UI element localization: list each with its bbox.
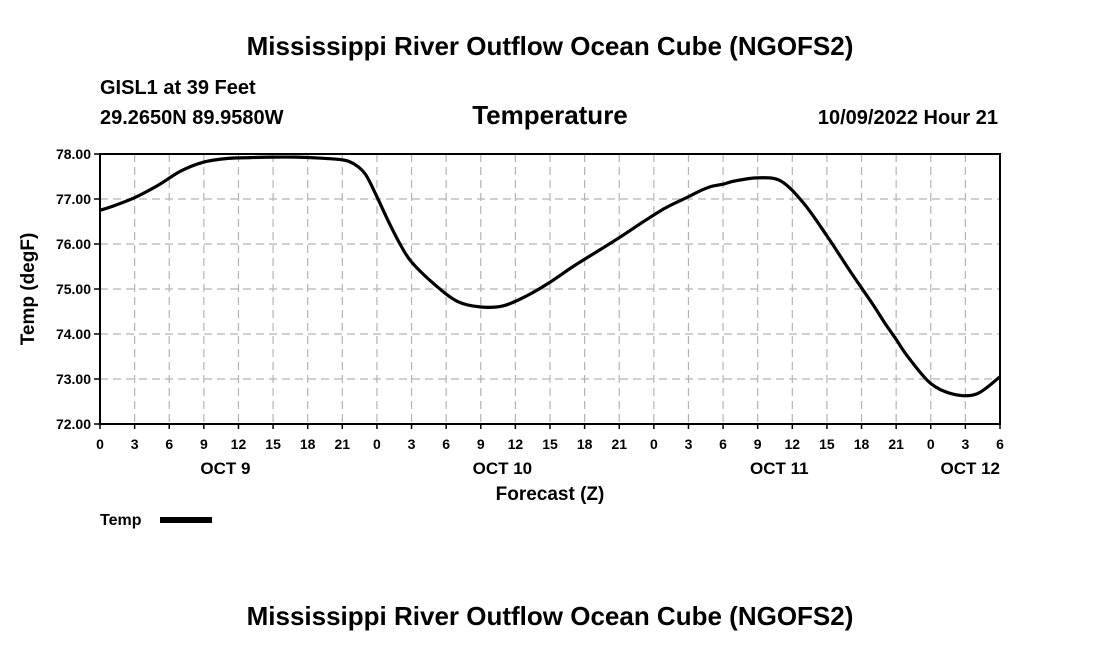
x-tick-label: 6 [719, 436, 727, 452]
y-tick-label: 77.00 [56, 191, 91, 207]
x-tick-label: 0 [650, 436, 658, 452]
x-tick-label: 18 [577, 436, 593, 452]
x-tick-label: 18 [300, 436, 316, 452]
x-tick-label: 6 [442, 436, 450, 452]
x-tick-label: 12 [231, 436, 247, 452]
y-axis-title: Temp (degF) [18, 233, 39, 346]
y-tick-label: 76.00 [56, 236, 91, 252]
y-tick-label: 74.00 [56, 326, 91, 342]
x-tick-label: 3 [131, 436, 139, 452]
page-title: Mississippi River Outflow Ocean Cube (NG… [247, 31, 854, 61]
series-line-temp [99, 155, 1001, 398]
day-label: OCT 9 [200, 459, 250, 478]
y-tick-label: 75.00 [56, 281, 91, 297]
x-tick-label: 15 [819, 436, 835, 452]
legend-label-temp: Temp [100, 512, 142, 529]
x-tick-label: 6 [165, 436, 173, 452]
day-labels: OCT 9 OCT 10 OCT 11 OCT 12 [200, 459, 1000, 478]
x-tick-label: 3 [685, 436, 693, 452]
x-tick-label: 18 [854, 436, 870, 452]
y-tick-label: 73.00 [56, 371, 91, 387]
station-coords: 29.2650N 89.9580W [100, 107, 284, 129]
chart-title: Temperature [472, 100, 628, 130]
x-axis-title: Forecast (Z) [496, 484, 605, 505]
day-label: OCT 11 [750, 459, 809, 478]
x-tick-label: 15 [542, 436, 558, 452]
x-tick-label: 3 [961, 436, 969, 452]
x-tick-label: 9 [477, 436, 485, 452]
x-tick-label: 21 [335, 436, 351, 452]
x-tick-label: 6 [996, 436, 1004, 452]
y-tick-label: 78.00 [56, 146, 91, 162]
x-tick-label: 15 [265, 436, 281, 452]
forecast-datetime: 10/09/2022 Hour 21 [818, 107, 998, 129]
series-layer [99, 155, 1001, 398]
x-axis: 0 3 6 9 12 15 18 21 0 3 6 9 12 15 18 21 0 3 6 9 12 15 18 21 0 3 6 [96, 424, 1004, 452]
x-tick-label: 9 [754, 436, 762, 452]
grid-layer [100, 153, 1000, 425]
x-tick-label: 12 [785, 436, 801, 452]
footer-title: Mississippi River Outflow Ocean Cube (NG… [247, 601, 854, 631]
x-tick-label: 0 [927, 436, 935, 452]
day-label: OCT 12 [940, 459, 1000, 478]
station-name: GISL1 at 39 Feet [100, 77, 256, 99]
x-tick-label: 21 [888, 436, 904, 452]
x-tick-label: 9 [200, 436, 208, 452]
y-axis: 72.00 73.00 74.00 75.00 76.00 77.00 78.00 [56, 146, 100, 432]
day-label: OCT 10 [473, 459, 533, 478]
x-tick-label: 0 [96, 436, 104, 452]
legend: Temp [100, 512, 212, 529]
x-tick-label: 0 [373, 436, 381, 452]
y-tick-label: 72.00 [56, 416, 91, 432]
x-tick-label: 12 [508, 436, 524, 452]
x-tick-label: 3 [408, 436, 416, 452]
x-tick-label: 21 [611, 436, 627, 452]
